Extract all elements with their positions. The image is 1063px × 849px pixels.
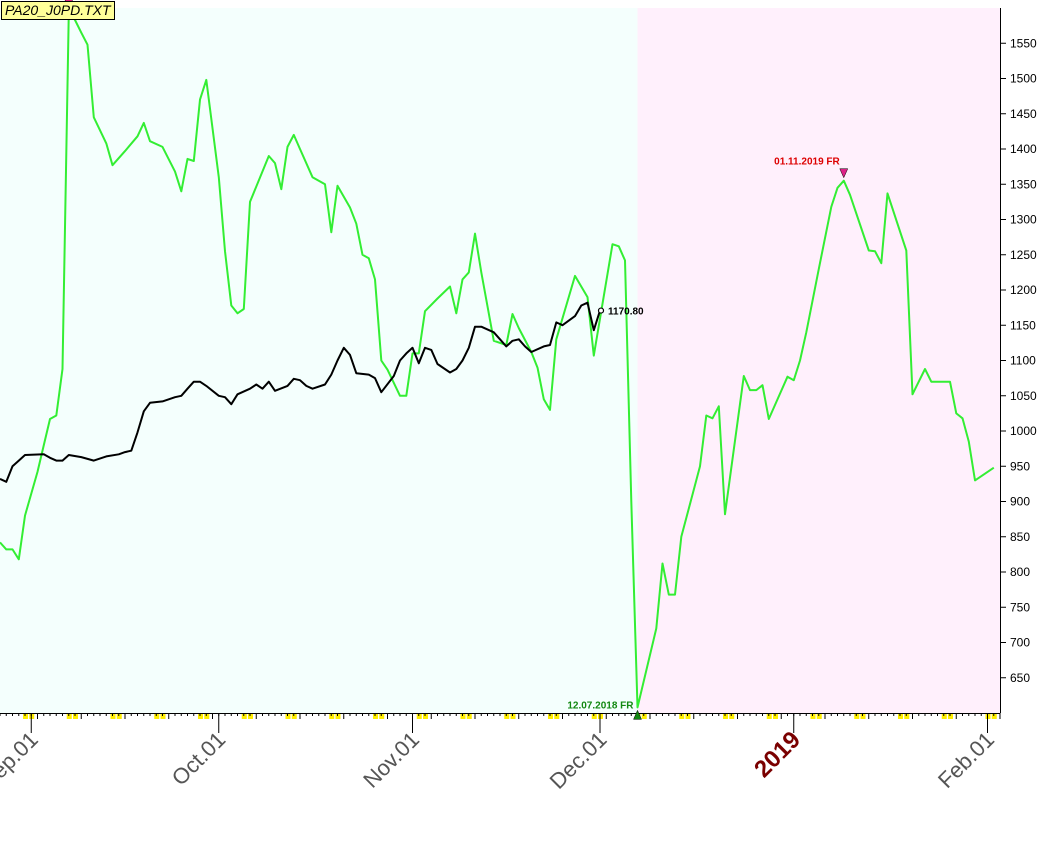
y-tick-label: 800 <box>1010 565 1030 579</box>
series-line-0 <box>0 10 995 709</box>
weekend-marker <box>379 714 385 719</box>
y-tick-label: 1050 <box>1010 389 1037 403</box>
weekend-marker <box>810 714 816 719</box>
weekend-marker <box>904 714 910 719</box>
y-tick-label: 1300 <box>1010 213 1037 227</box>
y-tick-label: 700 <box>1010 636 1030 650</box>
x-tick-label: Dec.01 <box>545 727 612 794</box>
y-tick-label: 1500 <box>1010 72 1037 86</box>
shaded-region-0 <box>0 8 638 713</box>
weekend-marker <box>110 714 116 719</box>
y-tick-label: 1000 <box>1010 424 1037 438</box>
last-value-label: 1170.80 <box>608 307 644 318</box>
weekend-marker <box>423 714 428 719</box>
y-tick-label: 1400 <box>1010 142 1037 156</box>
shaded-regions <box>0 8 1000 713</box>
x-tick-label: Nov.01 <box>358 727 424 793</box>
weekend-marker <box>416 714 422 719</box>
weekend-marker <box>116 714 122 719</box>
x-tick-label-year: 2019 <box>749 726 806 783</box>
weekend-marker <box>248 714 253 719</box>
shaded-region-1 <box>637 8 1000 713</box>
y-tick-label: 650 <box>1010 671 1030 685</box>
weekend-marker <box>685 714 691 719</box>
y-tick-label: 1350 <box>1010 177 1037 191</box>
y-tick-label: 850 <box>1010 530 1030 544</box>
weekend-marker <box>285 714 291 719</box>
weekend-marker <box>504 714 510 719</box>
weekend-marker <box>679 714 685 719</box>
y-tick-label: 1200 <box>1010 283 1037 297</box>
y-tick-label: 1450 <box>1010 107 1037 121</box>
weekend-marker <box>335 714 341 719</box>
weekend-marker <box>860 714 866 719</box>
y-tick-label: 950 <box>1010 459 1030 473</box>
weekend-marker <box>204 714 210 719</box>
weekend-marker <box>554 714 560 719</box>
weekend-marker <box>766 714 772 719</box>
weekend-marker <box>729 714 735 719</box>
file-label: PA20_J0PD.TXT <box>1 1 115 20</box>
weekend-marker <box>548 714 553 719</box>
weekend-marker <box>773 714 778 719</box>
x-tick-label: Feb.01 <box>933 727 999 793</box>
series-line-1 <box>0 301 601 483</box>
trough-arrow-icon <box>633 709 642 720</box>
peak-arrow-icon <box>839 168 849 179</box>
weekend-marker <box>948 714 953 719</box>
weekend-marker <box>154 714 160 719</box>
y-tick-label: 1100 <box>1010 354 1036 368</box>
y-tick-label: 900 <box>1010 495 1030 509</box>
weekend-marker <box>160 714 166 719</box>
y-tick-label: 1250 <box>1010 248 1037 262</box>
weekend-marker <box>898 714 903 719</box>
weekend-marker <box>510 714 516 719</box>
weekend-marker <box>641 714 647 719</box>
x-tick-label: Sep.01 <box>0 727 43 794</box>
weekend-marker <box>991 714 997 719</box>
series-layer <box>0 10 995 709</box>
peak-label: 01.11.2019 FR <box>774 157 840 168</box>
trough-label: 12.07.2018 FR <box>567 700 634 711</box>
weekend-marker <box>241 714 247 719</box>
weekend-marker <box>816 714 822 719</box>
weekend-marker <box>460 714 466 719</box>
weekend-marker <box>23 714 28 719</box>
y-tick-label: 1550 <box>1010 36 1037 50</box>
weekend-marker <box>941 714 947 719</box>
last-value-marker <box>597 307 605 314</box>
weekend-marker <box>291 714 297 719</box>
weekend-marker <box>591 714 597 719</box>
weekend-marker <box>723 714 728 719</box>
weekend-marker <box>66 714 72 719</box>
weekend-marker <box>373 714 378 719</box>
y-tick-label: 1150 <box>1010 318 1036 332</box>
weekend-marker <box>329 714 335 719</box>
weekend-marker <box>854 714 860 719</box>
y-tick-label: 750 <box>1010 600 1030 614</box>
weekend-marker <box>466 714 472 719</box>
weekend-marker <box>73 714 78 719</box>
x-tick-label: Oct.01 <box>167 727 231 791</box>
weekend-marker <box>198 714 203 719</box>
